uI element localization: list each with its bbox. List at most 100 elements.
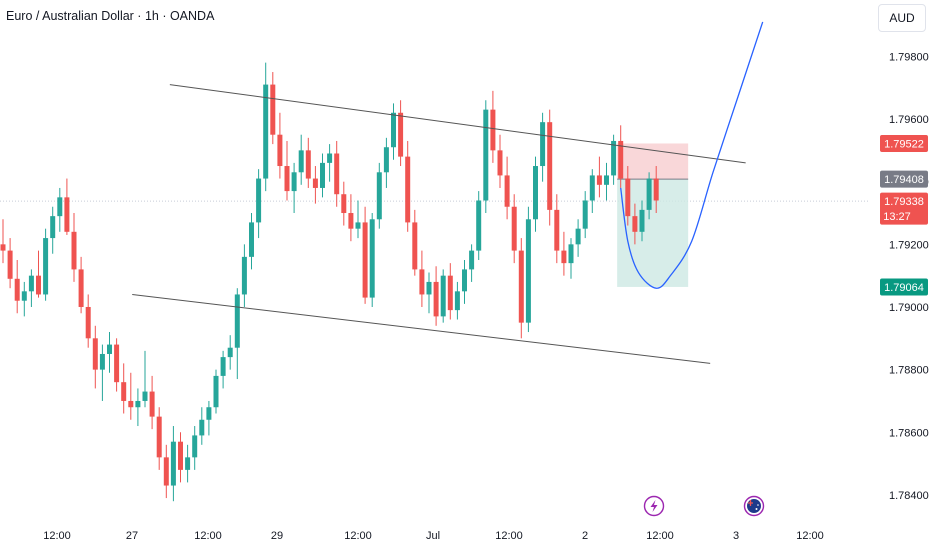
australia-flag-event-icon[interactable] — [743, 495, 765, 517]
candle-body — [142, 391, 148, 401]
candle — [284, 140, 290, 201]
candle-body — [57, 197, 63, 217]
price-tag-bg — [880, 170, 928, 188]
price-tag-bg — [880, 278, 928, 296]
x-tick-label: 12:00 — [495, 530, 523, 542]
candle-body — [348, 213, 354, 229]
channel-upper-line[interactable] — [169, 84, 746, 164]
flash-event-icon[interactable] — [643, 495, 665, 517]
candle — [355, 200, 361, 239]
candle-body — [412, 222, 418, 270]
candle — [7, 238, 13, 289]
candles — [0, 62, 659, 502]
candle — [426, 272, 432, 314]
candle-body — [369, 219, 375, 298]
candle — [334, 140, 340, 207]
candle-body — [121, 382, 127, 401]
candle — [525, 206, 531, 333]
candle — [142, 350, 148, 408]
candle-body — [192, 435, 198, 458]
candle — [497, 134, 503, 188]
price-tag-bg — [880, 192, 928, 225]
candle-body — [547, 122, 553, 210]
candle — [504, 156, 510, 220]
candle-body — [270, 84, 276, 135]
candle-body — [220, 357, 226, 376]
candle — [362, 206, 368, 304]
candle-body — [447, 275, 453, 311]
candle-body — [582, 200, 588, 229]
candle-body — [639, 209, 645, 232]
candle-body — [469, 250, 475, 270]
candle — [476, 191, 482, 260]
candle-body — [263, 84, 269, 179]
price-tag-entry: 1.79408 — [880, 170, 928, 188]
candle-body — [525, 219, 531, 323]
candle-body — [256, 178, 262, 223]
candle-body — [234, 294, 240, 348]
countdown-label: 13:27 — [883, 211, 911, 223]
candle-body — [114, 344, 120, 383]
candle — [227, 335, 233, 370]
candle — [249, 213, 254, 270]
candle-body — [206, 407, 212, 420]
candle-body — [533, 166, 538, 220]
candle-body — [383, 147, 389, 173]
candle-body — [36, 275, 41, 295]
currency-button[interactable]: AUD — [878, 4, 926, 32]
x-tick-label: 3 — [733, 530, 739, 542]
candle — [327, 144, 333, 182]
projection-curve[interactable] — [620, 21, 764, 289]
channel-lines[interactable] — [132, 84, 746, 364]
candle-body — [625, 178, 631, 217]
candle-body — [362, 222, 368, 298]
x-tick-label: 27 — [126, 530, 138, 542]
candle — [483, 100, 489, 214]
channel-lower-line[interactable] — [132, 293, 711, 364]
candle — [298, 134, 304, 185]
candle — [270, 72, 276, 145]
stop-loss-zone[interactable] — [617, 143, 689, 180]
candle-body — [163, 457, 169, 486]
y-tick-label: 1.79000 — [889, 302, 929, 314]
candle-body — [50, 216, 56, 239]
candle — [625, 166, 631, 226]
candle — [185, 444, 191, 483]
candle — [64, 178, 70, 235]
x-tick-label: 12:00 — [43, 530, 71, 542]
price-tag-label: 1.79408 — [884, 174, 924, 186]
candle-body — [632, 216, 638, 232]
candle — [206, 400, 212, 436]
candle-body — [199, 419, 205, 436]
candle-body — [604, 175, 609, 185]
projection-path[interactable] — [620, 21, 764, 289]
candle-body — [561, 250, 567, 264]
candle — [511, 194, 517, 264]
candle — [412, 209, 418, 276]
candle — [21, 281, 27, 317]
y-tick-label: 1.78400 — [889, 490, 929, 502]
candle — [305, 137, 311, 188]
candle-body — [575, 228, 581, 245]
candle-body — [511, 206, 517, 251]
candle — [149, 375, 155, 430]
candle — [170, 426, 176, 502]
candle — [234, 288, 240, 380]
candle — [213, 369, 219, 414]
candle — [348, 194, 354, 242]
candle-body — [320, 162, 325, 188]
candle-body — [213, 375, 219, 408]
candle — [220, 350, 226, 389]
candle — [554, 194, 560, 264]
candle-body — [483, 109, 489, 201]
event-icons[interactable] — [643, 495, 765, 517]
candle — [241, 244, 247, 307]
candle — [121, 363, 127, 414]
candle-body — [490, 109, 496, 151]
candle-body — [391, 112, 396, 148]
candle — [518, 238, 524, 339]
candle — [447, 263, 453, 320]
candle-body — [426, 281, 432, 295]
